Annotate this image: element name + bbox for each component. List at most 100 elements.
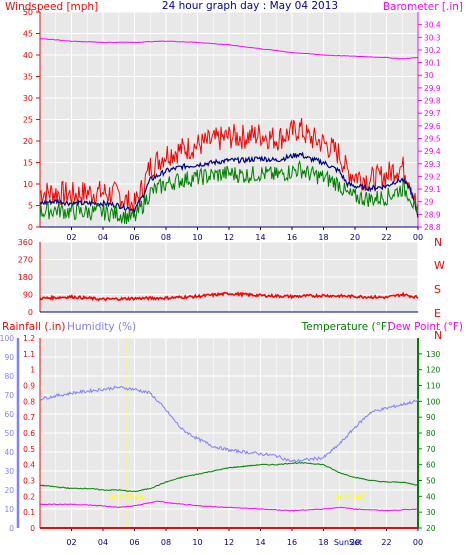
x-tick-label: 00 — [413, 538, 423, 547]
series-dewpoint — [39, 500, 418, 512]
x-tick-label: 10 — [192, 233, 202, 242]
y-tick-label: 0 — [28, 308, 33, 317]
compass-label: W — [434, 259, 445, 272]
temperature-tick-label: 20 — [426, 524, 436, 533]
temperature-tick-label: 90 — [426, 413, 436, 422]
y-tick-label: 90 — [23, 291, 33, 300]
temperature-tick-label: 30 — [426, 508, 436, 517]
temperature-tick-label: 120 — [426, 366, 441, 375]
humidity-tick-label: 10 — [4, 505, 14, 514]
y2-tick-label: 29.4 — [424, 147, 441, 156]
y-tick-label: 180 — [18, 273, 33, 282]
y2-tick-label: 30.2 — [424, 46, 441, 55]
rainfall-tick-label: 0.9 — [23, 382, 35, 391]
humidity-tick-label: 50 — [4, 429, 14, 438]
y-tick-label: 270 — [18, 256, 33, 265]
temperature-tick-label: 100 — [426, 397, 441, 406]
rainfall-tick-label: 1 — [30, 366, 35, 375]
x-tick-label: 16 — [287, 538, 297, 547]
x-tick-label: 18 — [318, 538, 328, 547]
x-tick-label: 08 — [161, 538, 171, 547]
y-tick-label: 5 — [28, 202, 33, 211]
temperature-tick-label: 40 — [426, 492, 436, 501]
humidity-tick-label: 80 — [4, 372, 14, 381]
rainfall-tick-label: 0.5 — [23, 445, 35, 454]
y-tick-label: 30 — [23, 94, 33, 103]
compass-label: S — [434, 283, 441, 296]
rainfall-tick-label: 1.1 — [23, 350, 35, 359]
wind-series — [39, 38, 419, 225]
x-tick-label: 04 — [98, 233, 108, 242]
y2-tick-label: 29.6 — [424, 122, 441, 131]
x-tick-label: 20 — [350, 538, 360, 547]
y2-tick-label: 28.8 — [424, 223, 441, 232]
x-tick-label: 08 — [161, 233, 171, 242]
dewpoint-axis-title: Dew Point (°F) — [388, 321, 463, 333]
x-tick-label: 14 — [255, 233, 265, 242]
x-tick-label: 12 — [224, 233, 234, 242]
humidity-tick-label: 40 — [4, 448, 14, 457]
temperature-axis-title: Temperature (°F) — [301, 321, 391, 333]
series-average — [39, 151, 419, 218]
y2-tick-label: 29.7 — [424, 109, 441, 118]
temperature-tick-label: 130 — [426, 350, 441, 359]
x-tick-label: 10 — [192, 538, 202, 547]
rainfall-tick-label: 0.8 — [23, 397, 35, 406]
compass-label: N — [434, 329, 442, 342]
rainfall-tick-label: 0 — [30, 524, 35, 533]
humidity-tick-label: 0 — [9, 524, 14, 533]
sunset-tick-label: SunSet — [334, 538, 362, 547]
temperature-tick-label: 50 — [426, 477, 436, 486]
rainfall-tick-label: 0.6 — [23, 429, 35, 438]
y2-tick-label: 28.9 — [424, 210, 441, 219]
temperature-tick-label: 60 — [426, 461, 436, 470]
y2-tick-label: 30 — [424, 71, 434, 80]
direction-series — [39, 291, 419, 302]
y2-tick-label: 29.1 — [424, 185, 441, 194]
compass-label: E — [434, 307, 441, 320]
x-tick-label: 02 — [66, 538, 76, 547]
x-tick-label: 16 — [287, 233, 297, 242]
humidity-tick-label: 70 — [4, 391, 14, 400]
y2-tick-label: 29.2 — [424, 172, 441, 181]
series-gust — [39, 117, 419, 216]
y-tick-label: 50 — [23, 8, 33, 17]
x-tick-label: 22 — [381, 538, 391, 547]
y-tick-label: 15 — [23, 159, 33, 168]
temperature-series — [39, 385, 419, 529]
y2-tick-label: 30.4 — [424, 21, 441, 30]
x-tick-label: 04 — [98, 538, 108, 547]
y-tick-label: 40 — [23, 51, 33, 60]
y2-tick-label: 30.1 — [424, 59, 441, 68]
y-tick-label: 35 — [23, 73, 33, 82]
rainfall-tick-label: 0.4 — [23, 461, 35, 470]
y2-tick-label: 29 — [424, 198, 434, 207]
y2-tick-label: 29.8 — [424, 97, 441, 106]
temperature-tick-label: 110 — [426, 382, 441, 391]
sunrise-label: Sun Rise — [109, 492, 144, 501]
series-barometer — [39, 38, 419, 60]
x-tick-label: 00 — [413, 233, 423, 242]
y-tick-label: 45 — [23, 30, 33, 39]
windspeed-axis-title: Windspeed [mph] — [5, 1, 98, 13]
series-temperature — [39, 462, 419, 493]
y-tick-label: 0 — [28, 223, 33, 232]
y2-tick-label: 29.3 — [424, 160, 441, 169]
humidity-tick-label: 100 — [0, 334, 14, 343]
x-tick-label: 12 — [224, 538, 234, 547]
y-tick-label: 25 — [23, 116, 33, 125]
temperature-tick-label: 80 — [426, 429, 436, 438]
rainfall-tick-label: 0.3 — [23, 477, 35, 486]
humidity-tick-label: 20 — [4, 486, 14, 495]
rainfall-tick-label: 0.2 — [23, 492, 35, 501]
y2-tick-label: 30.3 — [424, 33, 441, 42]
compass-label: N — [434, 236, 442, 249]
y-tick-label: 10 — [23, 180, 33, 189]
y2-tick-label: 29.9 — [424, 84, 441, 93]
y-tick-label: 360 — [18, 238, 33, 247]
x-tick-label: 06 — [129, 538, 139, 547]
humidity-tick-label: 90 — [4, 353, 14, 362]
rainfall-axis-title: Rainfall (.in) — [2, 321, 65, 333]
